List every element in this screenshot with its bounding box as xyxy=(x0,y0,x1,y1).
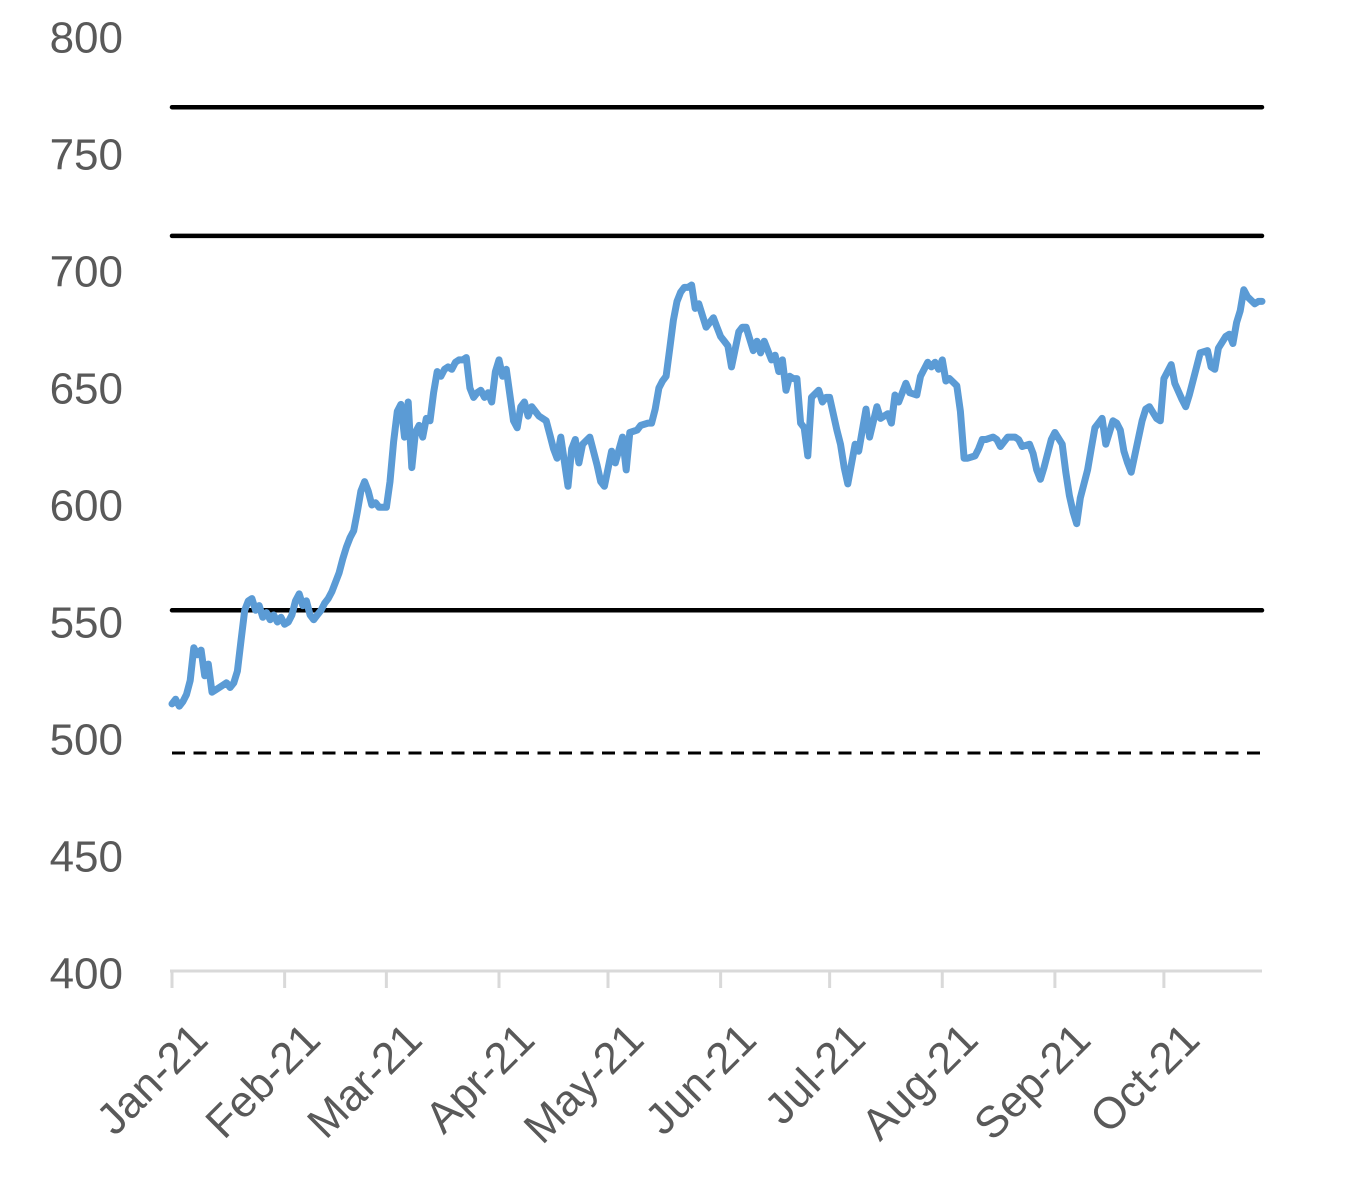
x-axis-label: Oct-21 xyxy=(1081,1014,1209,1142)
x-axis-label: May-21 xyxy=(515,1014,653,1152)
series-line-daily-price xyxy=(168,281,1266,710)
x-axis-label: Jun-21 xyxy=(636,1014,766,1144)
x-axis-label: Jan-21 xyxy=(87,1014,217,1144)
x-axis-label: Aug-21 xyxy=(852,1014,987,1149)
y-axis-label: 750 xyxy=(50,130,123,179)
x-axis-label: Feb-21 xyxy=(196,1014,329,1147)
y-axis-label: 650 xyxy=(50,364,123,413)
y-axis-labels-group: 800 750 700 650 600 550 500 450 400 xyxy=(50,13,123,998)
y-axis-label: 500 xyxy=(50,715,123,764)
x-axis-label: Sep-21 xyxy=(965,1014,1100,1149)
y-axis-label: 800 xyxy=(50,13,123,62)
y-axis-label: 550 xyxy=(50,598,123,647)
y-axis-label: 700 xyxy=(50,247,123,296)
y-axis-label: 600 xyxy=(50,481,123,530)
x-axis-labels-group: Jan-21Feb-21Mar-21Apr-21May-21Jun-21Jul-… xyxy=(87,1014,1209,1152)
series-group xyxy=(168,281,1266,710)
x-axis-group xyxy=(170,969,1262,988)
x-axis-label: Mar-21 xyxy=(298,1014,431,1147)
reference-lines-group xyxy=(169,104,1265,755)
y-axis-label: 400 xyxy=(50,949,123,998)
y-axis-label: 450 xyxy=(50,832,123,881)
